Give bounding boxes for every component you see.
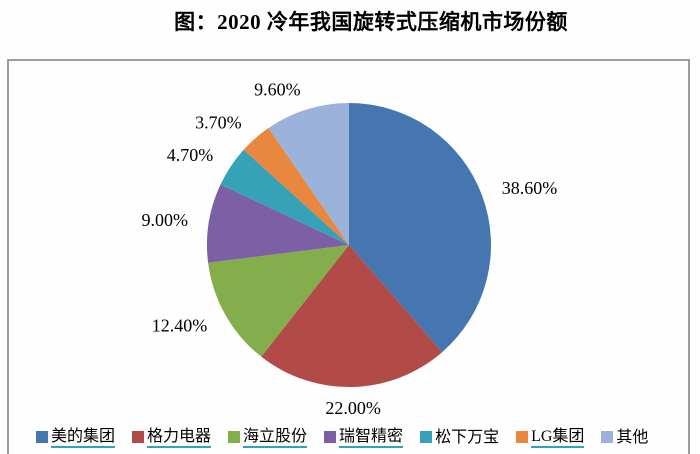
legend-item-1: 格力电器 — [132, 427, 212, 448]
legend-label: 美的集团 — [51, 427, 116, 448]
legend-swatch-icon — [324, 431, 337, 444]
slice-label-2: 12.40% — [152, 316, 208, 336]
legend-label: 海立股份 — [243, 427, 308, 448]
slice-label-6: 9.60% — [254, 80, 301, 100]
pie-slice-5 — [243, 128, 349, 245]
legend-item-2: 海立股份 — [228, 427, 308, 448]
pie-slice-2 — [208, 245, 349, 357]
legend-item-0: 美的集团 — [36, 427, 116, 448]
legend-item-4: 松下万宝 — [420, 428, 499, 447]
pie-slice-4 — [220, 149, 349, 245]
legend-swatch-icon — [36, 431, 48, 444]
pie-slice-6 — [268, 103, 349, 245]
slice-label-0: 38.60% — [502, 178, 558, 198]
legend-item-3: 瑞智精密 — [324, 427, 404, 448]
pie-slice-0 — [349, 103, 492, 353]
legend-label: 瑞智精密 — [339, 427, 404, 448]
legend-swatch-icon — [516, 431, 529, 444]
slice-label-1: 22.00% — [325, 398, 381, 418]
legend-label: 其他 — [616, 428, 649, 446]
chart-legend: 美的集团 格力电器 海立股份 瑞智精密 松下万宝 LG集团 其他 — [36, 427, 648, 448]
figure-title: 图：2020 冷年我国旋转式压缩机市场份额 — [174, 10, 568, 34]
pie-slice-1 — [261, 245, 443, 388]
slice-label-5: 3.70% — [195, 113, 242, 133]
legend-swatch-icon — [601, 431, 614, 444]
legend-swatch-icon — [420, 431, 433, 444]
slice-label-3: 9.00% — [142, 210, 189, 230]
legend-label: LG集团 — [531, 427, 585, 448]
legend-item-6: 其他 — [601, 428, 648, 447]
legend-swatch-icon — [132, 431, 145, 444]
slice-label-4: 4.70% — [167, 145, 214, 165]
legend-item-5: LG集团 — [516, 427, 585, 448]
pie-slice-3 — [206, 184, 349, 263]
legend-label: 松下万宝 — [435, 428, 500, 446]
legend-swatch-icon — [228, 431, 241, 444]
legend-label: 格力电器 — [147, 427, 212, 448]
